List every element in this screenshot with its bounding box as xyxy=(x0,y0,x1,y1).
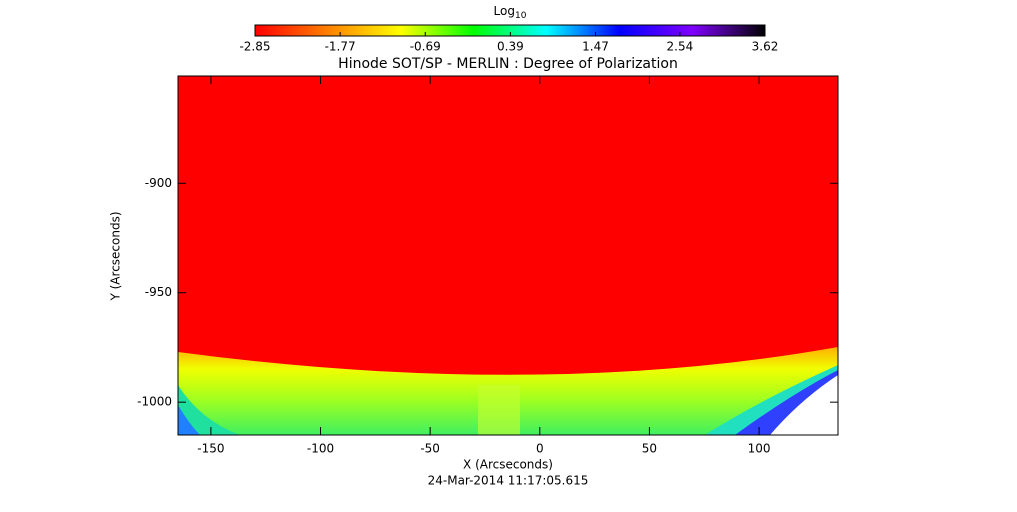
x-axis-label: X (Arcseconds) xyxy=(463,458,553,472)
chart-title: Hinode SOT/SP - MERLIN : Degree of Polar… xyxy=(338,56,678,72)
x-tick-label: 50 xyxy=(642,442,657,456)
colorbar-label-main: Log xyxy=(494,4,515,18)
x-tick-label: -50 xyxy=(420,442,440,456)
x-tick-label: 0 xyxy=(536,442,544,456)
colorbar-tick-label: -0.69 xyxy=(410,40,441,54)
plot-frame xyxy=(177,75,839,436)
colorbar-tick-label: 1.47 xyxy=(582,40,609,54)
x-tick-label: -150 xyxy=(197,442,224,456)
colorbar-label-sub: 10 xyxy=(515,11,527,21)
date-label: 24-Mar-2014 11:17:05.615 xyxy=(428,474,589,488)
heatmap-image xyxy=(178,76,838,435)
colorbar-tick-label: -1.77 xyxy=(325,40,356,54)
colorbar-tick-label: 0.39 xyxy=(497,40,524,54)
colorbar-label: Log10 xyxy=(494,4,527,21)
y-tick-label: -900 xyxy=(145,176,172,190)
x-tick-label: -100 xyxy=(307,442,334,456)
colorbar-tick-label: -2.85 xyxy=(239,40,270,54)
colorbar-tick-label: 2.54 xyxy=(667,40,694,54)
y-tick-label: -1000 xyxy=(137,395,172,409)
y-tick-label: -950 xyxy=(145,285,172,299)
colorbar-tick-label: 3.62 xyxy=(752,40,779,54)
x-tick-label: 100 xyxy=(748,442,771,456)
y-axis-label: Y (Arcseconds) xyxy=(109,211,123,301)
